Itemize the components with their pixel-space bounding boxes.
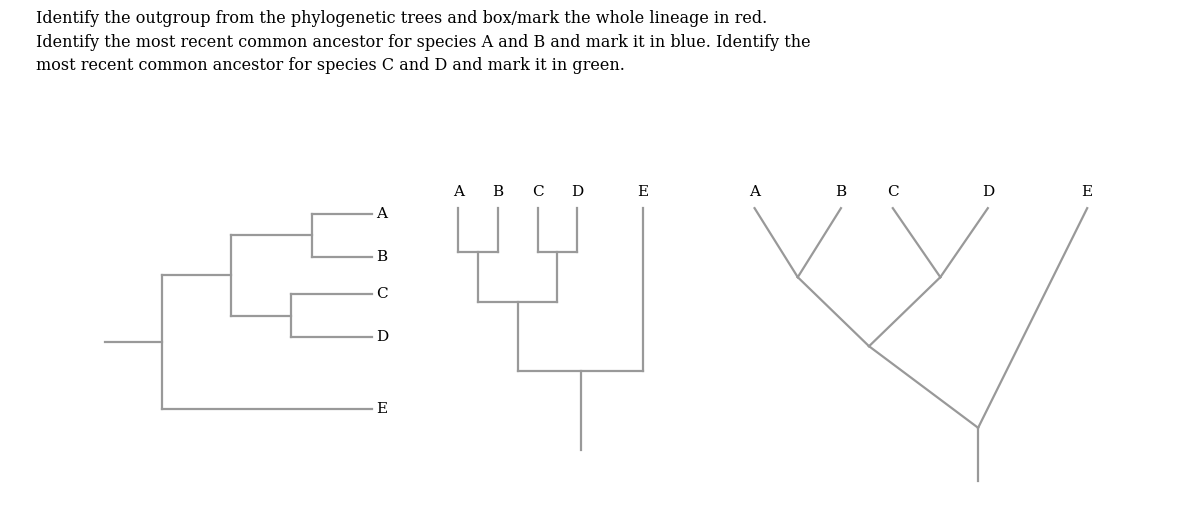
Text: B: B — [492, 185, 504, 199]
Text: A: A — [749, 185, 760, 199]
Text: B: B — [835, 185, 846, 199]
Text: B: B — [377, 250, 388, 264]
Text: A: A — [452, 185, 464, 199]
Text: Identify the outgroup from the phylogenetic trees and box/mark the whole lineage: Identify the outgroup from the phylogene… — [36, 10, 811, 74]
Text: C: C — [532, 185, 544, 199]
Text: A: A — [377, 207, 388, 221]
Text: C: C — [887, 185, 899, 199]
Text: D: D — [377, 331, 389, 344]
Text: E: E — [377, 402, 388, 416]
Text: D: D — [571, 185, 583, 199]
Text: E: E — [1081, 185, 1093, 199]
Text: E: E — [637, 185, 649, 199]
Text: D: D — [982, 185, 994, 199]
Text: C: C — [377, 287, 388, 301]
